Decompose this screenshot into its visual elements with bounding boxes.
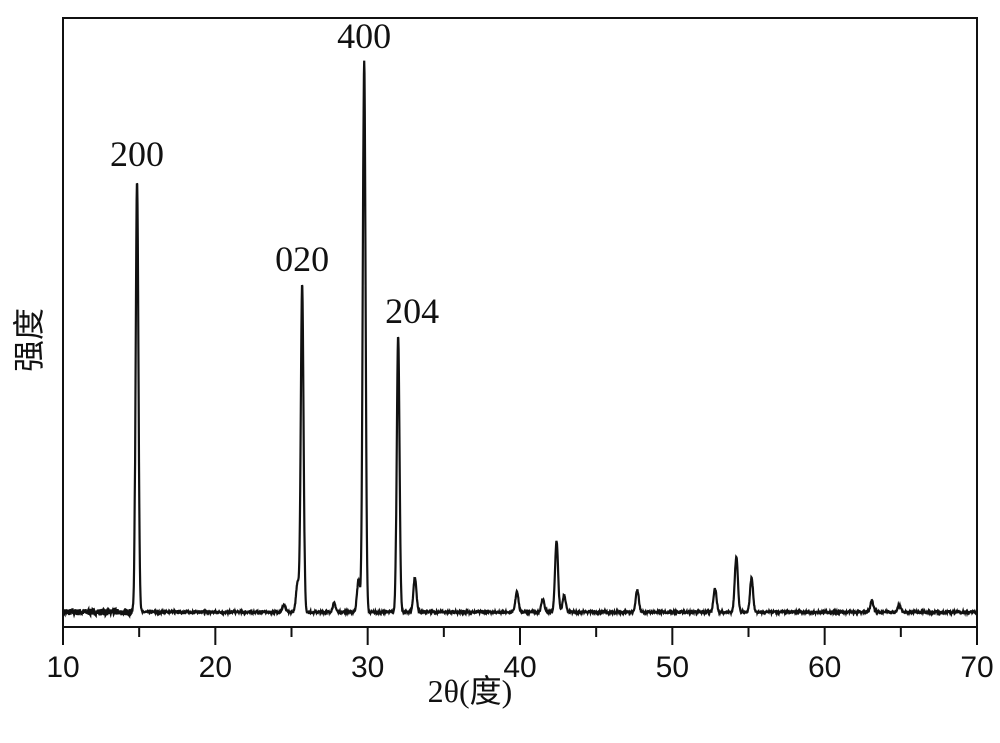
peak-label: 204 — [385, 291, 439, 331]
x-tick-label: 20 — [199, 651, 232, 684]
x-tick-label: 70 — [960, 651, 993, 684]
y-axis-label: 强度 — [11, 308, 47, 372]
xrd-trace — [62, 60, 977, 619]
x-tick-label: 60 — [808, 651, 841, 684]
x-tick-label: 10 — [46, 651, 79, 684]
peak-label: 200 — [110, 134, 164, 174]
peak-label: 400 — [337, 16, 391, 56]
plot-frame — [62, 17, 978, 628]
x-tick-label: 40 — [503, 651, 536, 684]
peak-label: 020 — [275, 239, 329, 279]
x-axis-label: 2θ(度) — [428, 673, 513, 709]
x-tick-label: 30 — [351, 651, 384, 684]
x-tick-label: 50 — [656, 651, 689, 684]
